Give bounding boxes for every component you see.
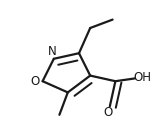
Text: N: N xyxy=(48,45,57,58)
Text: OH: OH xyxy=(134,71,152,83)
Text: O: O xyxy=(30,75,40,88)
Text: O: O xyxy=(104,106,113,118)
